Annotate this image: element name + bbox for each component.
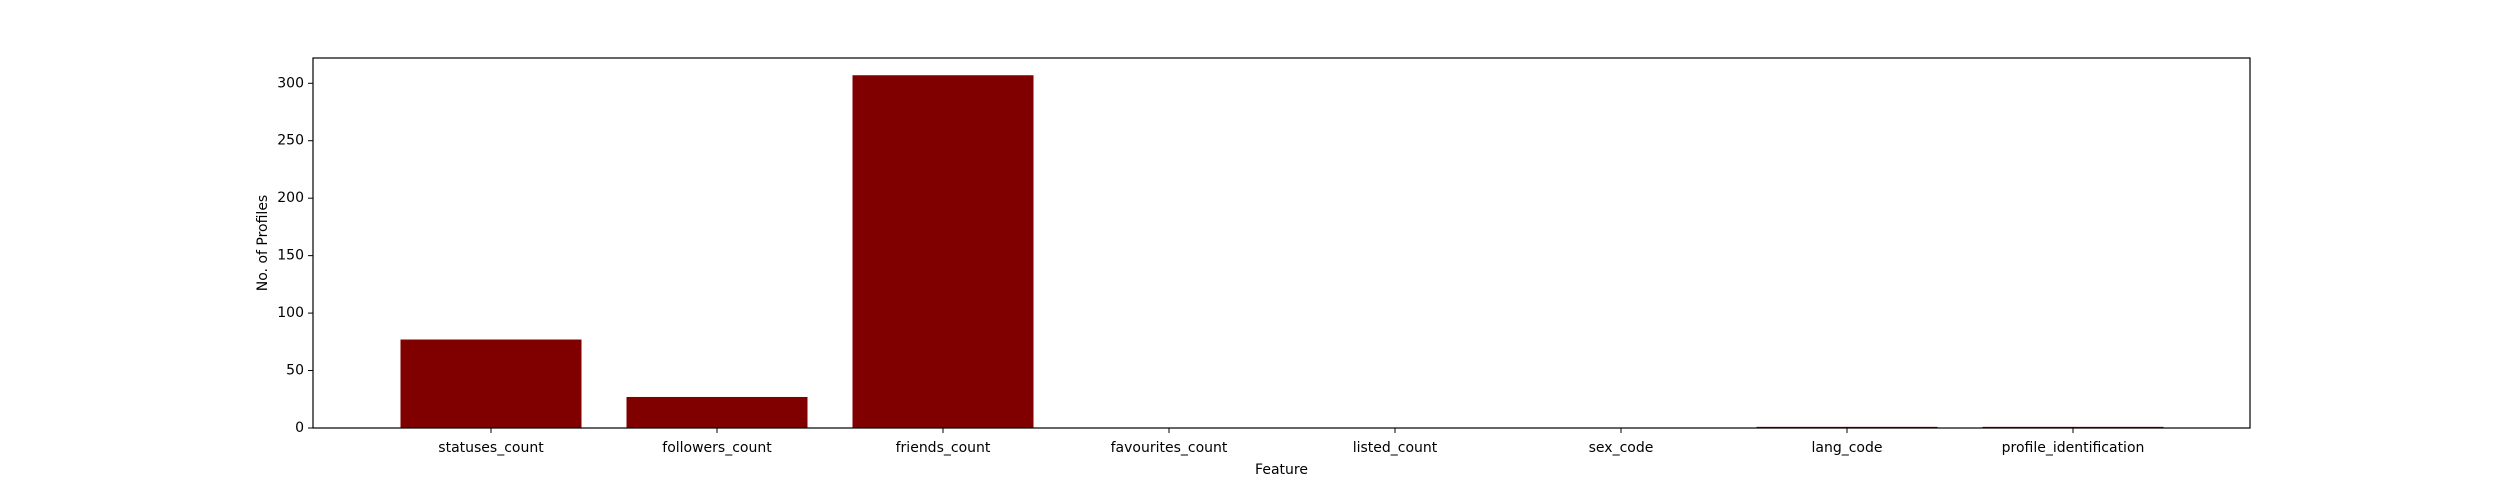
y-tick-label: 200 <box>277 190 304 206</box>
x-tick-label: statuses_count <box>438 440 544 456</box>
bar-statuses_count <box>400 339 582 428</box>
x-tick-label: friends_count <box>896 440 991 456</box>
y-axis-label: No. of Profiles <box>255 195 271 291</box>
y-tick-label: 250 <box>277 133 304 149</box>
y-tick-label: 50 <box>286 363 304 379</box>
bar-followers_count <box>626 396 808 428</box>
x-tick-label: favourites_count <box>1111 440 1228 456</box>
x-tick-label: followers_count <box>662 440 772 456</box>
x-tick-label: profile_identification <box>2002 440 2145 456</box>
y-tick-label: 300 <box>277 75 304 91</box>
x-tick-label: sex_code <box>1589 440 1654 456</box>
x-axis-label: Feature <box>1255 462 1308 478</box>
bars-group <box>400 75 2164 428</box>
y-tick-label: 0 <box>295 420 304 436</box>
x-tick-label: lang_code <box>1812 440 1883 456</box>
x-tick-label: listed_count <box>1353 440 1438 456</box>
plot-area-frame <box>312 57 2251 429</box>
bar-friends_count <box>852 75 1034 428</box>
y-axis-ticks: 0 50 100 150 200 250 300 <box>277 75 313 436</box>
x-axis-ticks: statuses_count followers_count friends_cou… <box>438 428 2144 456</box>
y-tick-label: 150 <box>277 248 304 264</box>
y-tick-label: 100 <box>277 305 304 321</box>
